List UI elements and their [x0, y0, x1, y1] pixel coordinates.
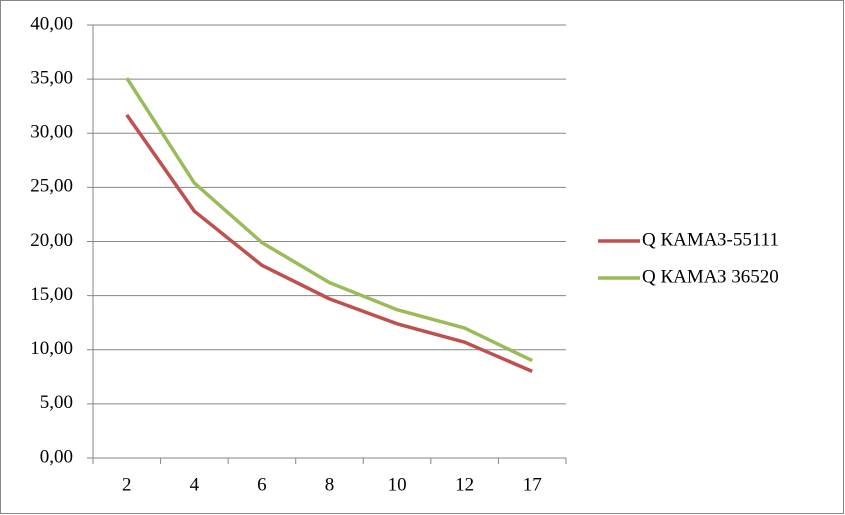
- legend-label: Q КАМАЗ 36520: [642, 266, 779, 287]
- y-tick-label: 35,00: [30, 67, 73, 88]
- x-tick-label: 2: [122, 474, 132, 495]
- series-line: [125, 77, 533, 363]
- y-tick-label: 25,00: [30, 176, 73, 197]
- x-tick-label: 12: [455, 474, 474, 495]
- y-tick-label: 5,00: [40, 392, 73, 413]
- y-tick-label: 15,00: [30, 284, 73, 305]
- x-tick-label: 10: [388, 474, 407, 495]
- x-tick-label: 8: [325, 474, 335, 495]
- series-line: [125, 113, 533, 374]
- y-tick-label: 40,00: [30, 13, 73, 34]
- x-tick-label: 17: [523, 474, 542, 495]
- x-tick-label: 6: [257, 474, 267, 495]
- y-tick-label: 20,00: [30, 230, 73, 251]
- x-tick-label: 4: [190, 474, 200, 495]
- legend-label: Q КАМАЗ-55111: [642, 229, 779, 250]
- y-tick-label: 10,00: [30, 338, 73, 359]
- y-tick-label: 0,00: [40, 446, 73, 467]
- y-tick-label: 30,00: [30, 122, 73, 143]
